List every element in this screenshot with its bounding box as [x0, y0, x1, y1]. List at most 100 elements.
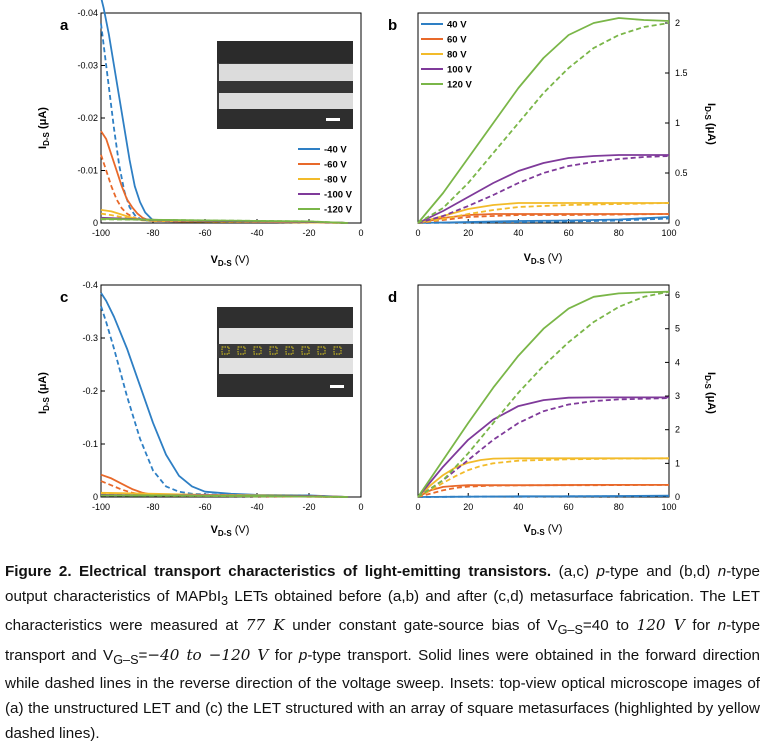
x-tick-label: 0 [358, 502, 363, 512]
caption-math: −40 to −120 V [147, 645, 269, 664]
series-line-60V-forward [417, 213, 669, 224]
x-tick-label: -60 [198, 228, 211, 238]
y-tick-label: -0.04 [77, 8, 98, 18]
y-tick-label: 2 [675, 425, 680, 435]
x-tick-label: 0 [358, 228, 363, 238]
panel-letter-d: d [388, 289, 397, 306]
x-tick-label: 100 [661, 228, 676, 238]
figure-caption: Figure 2. Electrical transport character… [5, 560, 760, 746]
series-line-100V-forward [417, 396, 669, 498]
caption-italic: n [717, 563, 727, 580]
series-line-120V-forward [417, 17, 670, 224]
legend-label: -80 V [324, 175, 347, 186]
x-tick-label: 40 [513, 228, 523, 238]
caption-subscript: 3 [221, 593, 229, 608]
y-tick-label: 5 [675, 324, 680, 334]
series-line-100V-reverse [417, 397, 670, 498]
y-tick-label: 4 [675, 357, 680, 367]
series-line-120V-forward [417, 290, 670, 498]
y-tick-label: 0.5 [675, 168, 688, 178]
figure-2: a -100 -80 -60 -40 -20 0 -0.04 -0.03 -0.02 -0.01 0… [37, 0, 717, 538]
series-line-40V-forward [417, 216, 670, 224]
caption-text: -type transport. Solid lines were obtain… [5, 646, 760, 742]
series-line-120V-reverse [417, 290, 670, 498]
caption-text: under constant gate-source bias of V [284, 617, 558, 635]
x-tick-label: -20 [302, 502, 315, 512]
legend-label: 40 V [447, 20, 467, 31]
legend-label: 80 V [447, 50, 467, 61]
x-tick-label: 40 [513, 502, 523, 512]
y-tick-label: 1 [675, 118, 680, 128]
axis-label-x-d: VD-S (V) [524, 523, 563, 537]
x-tick-label: -100 [92, 228, 110, 238]
plot-frame [417, 12, 670, 224]
metasurface-array [221, 346, 342, 355]
caption-text: -type output characteristics of MAPbI [5, 563, 760, 605]
caption-text: =40 to [582, 617, 637, 635]
series-line-80V-forward [417, 457, 669, 498]
x-tick-label: 0 [415, 502, 420, 512]
series-line-60V-forward [417, 483, 669, 498]
y-tick-label: 1.5 [675, 68, 688, 78]
caption-text: = [138, 646, 148, 664]
x-tick-label: -80 [146, 502, 159, 512]
plot-frame [417, 284, 670, 498]
y-tick-label: 0 [93, 492, 98, 502]
axis-label-x-c: VD-S (V) [211, 524, 250, 538]
x-tick-label: 20 [463, 228, 473, 238]
y-tick-label: -0.4 [82, 280, 98, 290]
caption-text: (a,c) [551, 563, 597, 580]
axis-label-x-a: VD-S (V) [211, 254, 250, 268]
x-tick-label: -100 [92, 502, 110, 512]
axis-label-y-c: ID-S (μA) [37, 372, 51, 414]
caption-subscript: G–S [113, 652, 139, 667]
y-tick-label: -0.02 [77, 113, 98, 123]
x-tick-label: 0 [415, 228, 420, 238]
axis-label-x-b: VD-S (V) [524, 252, 563, 266]
plot-area-c: -100 -80 -60 -40 -20 0 -0.4 -0.3 -0.2 -0.1 0 [82, 280, 363, 512]
series-line-120V-reverse [417, 22, 670, 224]
series-line-neg60V-reverse [100, 154, 349, 224]
caption-italic: p [596, 563, 605, 580]
caption-text: for [684, 617, 718, 635]
caption-subscript: G–S [557, 623, 583, 638]
scale-bar [330, 385, 344, 388]
y-tick-label: 1 [675, 458, 680, 468]
y-tick-label: -0.3 [82, 333, 98, 343]
caption-text: -type and (b,d) [604, 563, 718, 580]
y-tick-label: -0.03 [77, 61, 98, 71]
panel-c: c -100 -80 -60 -40 -20 0 -0.4 -0.3 -0.2 -0.1 0 VD-… [37, 280, 364, 538]
series-line-100V-forward [417, 154, 669, 224]
caption-math: 120 V [636, 616, 685, 635]
y-tick-label: 3 [675, 391, 680, 401]
axis-label-y-b: ID-S (μA) [703, 103, 717, 145]
scale-bar [326, 118, 340, 121]
y-tick-label: 0 [675, 218, 680, 228]
x-tick-label: 60 [564, 228, 574, 238]
legend-label: -60 V [324, 160, 347, 171]
series-line-80V-reverse [417, 457, 670, 498]
caption-italic: n [717, 617, 727, 635]
axis-label-y-d: ID-S (μA) [703, 372, 717, 414]
legend-label: -120 V [324, 205, 353, 216]
x-tick-label: 100 [661, 502, 676, 512]
panel-letter-a: a [60, 17, 69, 34]
x-tick-label: -80 [146, 228, 159, 238]
inset-image-a [217, 41, 353, 129]
x-tick-label: 60 [564, 502, 574, 512]
x-tick-label: -20 [302, 228, 315, 238]
series-line-neg120V-forward [101, 494, 349, 498]
y-tick-label: 6 [675, 290, 680, 300]
x-tick-label: -40 [250, 502, 263, 512]
series-line-40V-forward [417, 494, 670, 498]
caption-italic: p [298, 646, 308, 664]
legend-label: -40 V [324, 145, 347, 156]
caption-math: 77 K [245, 616, 285, 635]
x-tick-label: -40 [250, 228, 263, 238]
plot-area-a: -100 -80 -60 -40 -20 0 -0.04 -0.03 -0.02 -0.01 0 -4… [77, 0, 364, 238]
series-line-100V-reverse [417, 155, 670, 224]
x-tick-label: 80 [614, 502, 624, 512]
